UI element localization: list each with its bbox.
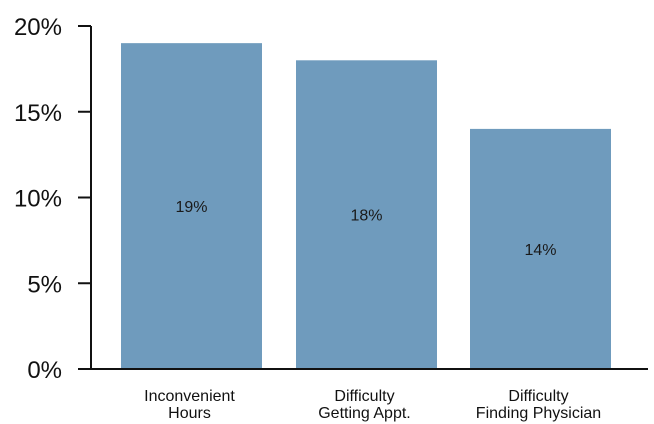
y-tick-label-5: 5% bbox=[27, 271, 62, 298]
category-label-2-line-1: Difficulty bbox=[334, 388, 394, 405]
category-label-2: Difficulty Getting Appt. bbox=[318, 388, 411, 422]
category-label-1-line-2: Hours bbox=[168, 405, 211, 422]
data-label-2: 18% bbox=[350, 208, 382, 225]
y-tick-label-15: 15% bbox=[14, 100, 62, 127]
bar-3 bbox=[470, 128, 611, 369]
y-tick-label-0: 0% bbox=[27, 357, 62, 384]
category-label-3-line-1: Difficulty bbox=[508, 388, 568, 405]
data-labels-group: 19% 18% 14% bbox=[175, 199, 556, 259]
category-label-1: Inconvenient Hours bbox=[144, 388, 235, 422]
y-axis: 0% 5% 10% 15% 20% bbox=[14, 14, 92, 384]
bar-1 bbox=[121, 43, 262, 370]
y-tick-label-20: 20% bbox=[14, 14, 62, 41]
category-label-3-line-2: Finding Physician bbox=[476, 405, 601, 422]
category-label-2-line-2: Getting Appt. bbox=[318, 405, 411, 422]
bars-group bbox=[121, 43, 611, 370]
data-label-3: 14% bbox=[524, 242, 556, 259]
data-label-1: 19% bbox=[175, 199, 207, 216]
category-label-1-line-1: Inconvenient bbox=[144, 388, 235, 405]
bar-2 bbox=[296, 60, 437, 370]
y-tick-label-10: 10% bbox=[14, 186, 62, 213]
category-label-3: Difficulty Finding Physician bbox=[476, 388, 601, 422]
